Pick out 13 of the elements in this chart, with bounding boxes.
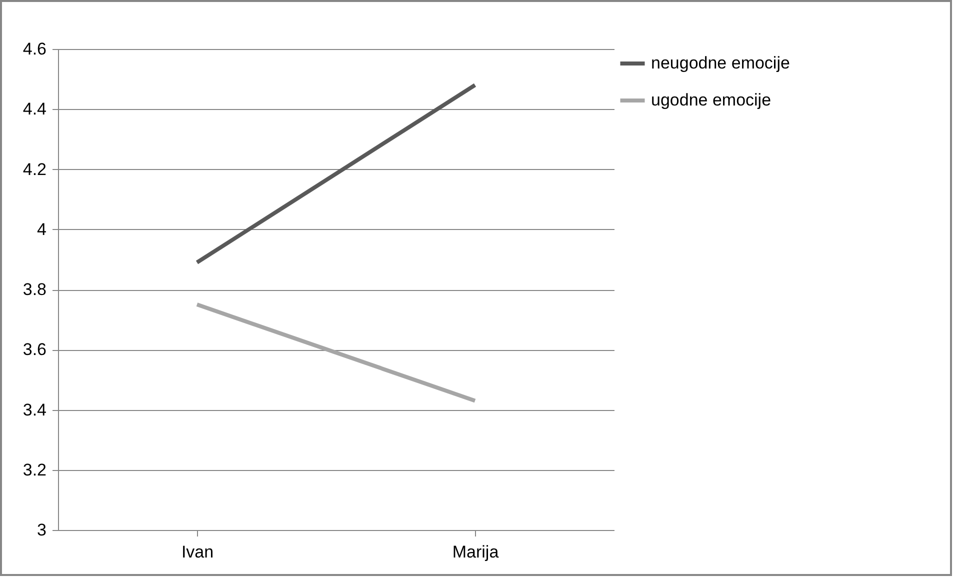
y-tick-label: 3.2: [22, 460, 46, 480]
legend-label: ugodne emocije: [651, 90, 772, 110]
y-tick-label: 4.6: [22, 40, 46, 58]
y-tick-label: 3: [37, 520, 46, 540]
x-tick-label: Marija: [452, 542, 500, 562]
y-tick-label: 4: [37, 220, 46, 239]
legend-label: neugodne emocije: [651, 54, 790, 72]
y-tick-label: 3.6: [22, 340, 46, 360]
y-tick-label: 3.4: [22, 400, 46, 420]
y-tick-label: 4.2: [22, 160, 46, 179]
y-tick-label: 3.8: [22, 280, 46, 299]
x-tick-label: Ivan: [181, 542, 214, 562]
y-tick-label: 4.4: [22, 100, 46, 119]
